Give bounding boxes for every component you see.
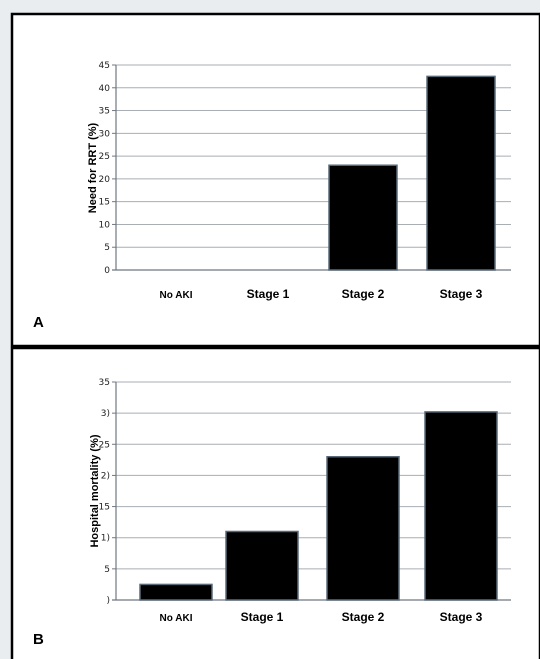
panel-a-y-tick-label: 15: [99, 198, 110, 208]
panel-a-y-tick-label: 5: [104, 243, 110, 253]
panel-b-bar-stage-1: [225, 530, 299, 601]
panel-b-y-axis-label: Hospital mortality (%): [89, 434, 101, 547]
panel-a-y-tick-label: 30: [99, 129, 111, 139]
panel-a-y-tick-label: 0: [104, 266, 110, 276]
panel-b-y-tick-label: 1): [101, 534, 110, 544]
panel-b-bar-stage-2: [326, 455, 400, 601]
panel-b-bar-no-aki: [139, 583, 213, 601]
panel-a-y-tick-label: 10: [99, 220, 111, 230]
panel-a-y-tick-label: 40: [99, 84, 111, 94]
panel-a-bar-stage-2: [328, 164, 398, 271]
panel-a-y-tick-label: 35: [99, 107, 110, 117]
panel-a: 0 5 10 15 20 25 30 35 40 45 No AKI Stage 1 Stage 2 St…: [10, 12, 540, 348]
panel-b-y-tick-label: ): [106, 596, 110, 606]
panel-b-plot: ) 5 1) 15 2) 25 3) 35 No AKI Stage 1 Stage 2 Stage …: [99, 378, 511, 624]
panel-a-x-tick-label: Stage 2: [342, 287, 385, 301]
panel-a-bar-stage-3: [426, 75, 496, 271]
panel-a-x-tick-label: Stage 1: [247, 287, 290, 301]
panel-b-y-tick-label: 3): [101, 409, 110, 419]
panel-a-x-tick-label: Stage 3: [440, 287, 483, 301]
panel-b-y-tick-label: 25: [99, 440, 110, 450]
panel-b-x-tick-label: Stage 2: [342, 610, 385, 624]
panel-a-letter: A: [33, 314, 44, 331]
panel-b-bar-stage-3: [424, 411, 498, 601]
panel-a-y-tick-label: 45: [99, 61, 110, 71]
panel-b-letter: B: [33, 631, 44, 648]
panel-b-x-tick-label: Stage 1: [241, 610, 284, 624]
panel-b-y-tick-label: 15: [99, 503, 110, 513]
panel-b: ) 5 1) 15 2) 25 3) 35 No AKI Stage 1 Stage 2 Stage …: [10, 346, 540, 659]
panel-a-plot: 0 5 10 15 20 25 30 35 40 45 No AKI Stage 1 Stage 2 St…: [99, 61, 511, 301]
panel-b-x-tick-label: No AKI: [160, 613, 193, 624]
panel-b-y-tick-label: 35: [99, 378, 110, 388]
panel-b-y-tick-label: 5: [104, 565, 110, 575]
panel-a-y-tick-label: 20: [99, 175, 111, 185]
panel-b-y-tick-label: 2): [101, 471, 110, 481]
panel-a-y-axis-label: Need for RRT (%): [87, 122, 99, 213]
panel-a-x-tick-label: No AKI: [160, 290, 193, 301]
panel-b-x-tick-label: Stage 3: [440, 610, 483, 624]
panel-a-y-tick-label: 25: [99, 152, 110, 162]
